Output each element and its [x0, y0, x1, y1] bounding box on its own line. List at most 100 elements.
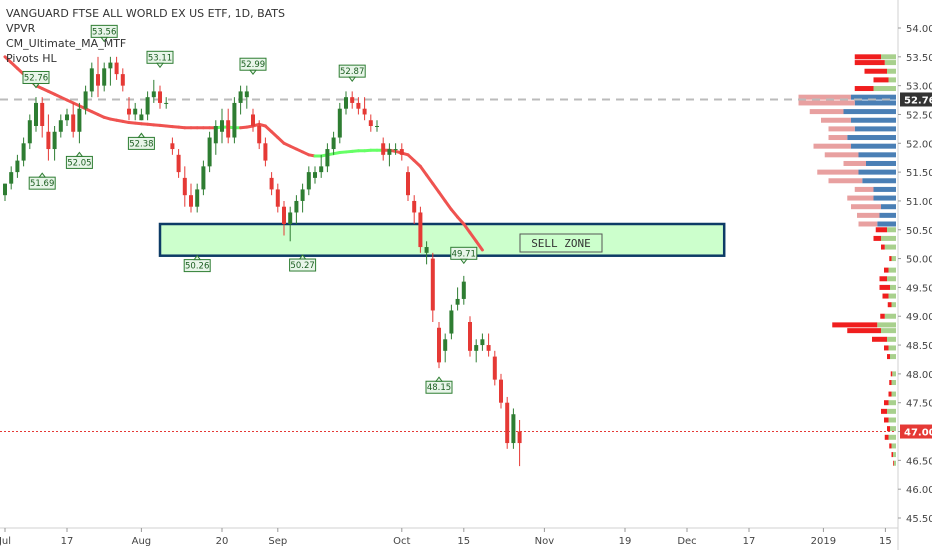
volume-bar-sell — [884, 417, 889, 423]
volume-bar-sell — [887, 302, 892, 308]
volume-bar-buy — [881, 235, 896, 241]
candle-body — [58, 120, 63, 132]
price-tick-label: 49.50 — [906, 283, 932, 294]
sell-zone-box — [158, 222, 726, 257]
volume-bar-sell — [828, 126, 855, 132]
sell-zone-label: SELL ZONE — [531, 237, 591, 250]
price-tick-label: 45.50 — [906, 514, 932, 525]
candle-body — [151, 91, 156, 98]
candle-body — [331, 137, 336, 150]
time-tick-label: Nov — [535, 536, 555, 547]
volume-bar-buy — [891, 302, 896, 308]
indicator-pivots[interactable]: Pivots HL — [6, 52, 57, 65]
pivot-label: 53.11 — [148, 53, 172, 63]
candle-body — [424, 247, 429, 253]
time-tick-label: Oct — [393, 536, 410, 547]
candle-body — [133, 108, 138, 115]
pivot-label-pointer — [137, 132, 146, 138]
pivot-labels: 52.76 51.69 52.05 53.56 52.38 53.11 50.26 52.99… — [22, 24, 478, 394]
volume-profile — [798, 54, 896, 466]
price-lines — [0, 98, 896, 433]
volume-bar-buy — [892, 371, 896, 377]
ma-segment — [437, 190, 447, 203]
pivot-label: 51.69 — [30, 179, 54, 189]
chart-legend: VANGUARD FTSE ALL WORLD EX US ETF, 1D, B… — [6, 6, 285, 66]
candle-body — [77, 108, 82, 132]
candle-body — [337, 108, 342, 138]
candle-body — [189, 195, 193, 207]
candle-body — [282, 206, 286, 224]
volume-bar-buy — [893, 460, 896, 466]
ma-segment — [462, 222, 472, 235]
pivot-label: 53.56 — [92, 27, 116, 37]
volume-bar-buy — [887, 68, 896, 74]
indicator-vpvr[interactable]: VPVR — [6, 22, 36, 35]
candle-body — [511, 414, 516, 444]
pivot-label: 49.71 — [452, 249, 476, 259]
volume-bar-buy — [851, 117, 896, 123]
candle-body — [362, 108, 367, 115]
volume-bar-sell — [889, 380, 892, 386]
sell-zone-label-box — [519, 233, 603, 253]
volume-bar-buy — [858, 152, 896, 158]
time-axis: Jul 17 Aug 20 Sep Oct 15 Nov 19 Dec 17 2019 15 — [0, 527, 898, 547]
current-price-badge-box — [900, 424, 932, 439]
price-tick-label: 49.00 — [906, 312, 932, 323]
pivot-label-pointer — [298, 254, 307, 260]
price-tick-label: 50.50 — [906, 226, 932, 237]
candle-body — [89, 68, 94, 92]
candle-body — [226, 120, 231, 138]
volume-bar-sell — [858, 221, 878, 227]
volume-bar-sell — [882, 293, 889, 299]
volume-bar-buy — [888, 434, 896, 440]
volume-bar-buy — [893, 452, 896, 458]
candle-body — [9, 172, 14, 184]
volume-bar-sell — [854, 60, 885, 66]
time-tick-label: Jul — [0, 536, 11, 547]
volume-bar-sell — [798, 94, 851, 100]
volume-bar-sell — [884, 434, 889, 440]
time-tick-label: 2019 — [811, 536, 836, 547]
volume-bar-buy — [858, 169, 896, 175]
candle-body — [387, 149, 392, 155]
candle-body — [461, 281, 466, 299]
candle-body — [430, 258, 435, 311]
time-tick-label: Aug — [132, 536, 152, 547]
volume-bar-buy — [888, 400, 896, 406]
candle-body — [15, 160, 20, 173]
indicator-ma[interactable]: CM_Ultimate_MA_MTF — [6, 37, 127, 50]
candle-body — [127, 108, 131, 115]
moving-average — [3, 55, 484, 252]
candle-body — [468, 322, 472, 351]
volume-bar-buy — [891, 391, 896, 397]
volume-bar-buy — [843, 109, 896, 115]
pivot-label: 52.38 — [129, 139, 153, 149]
candle-body — [83, 91, 88, 109]
volume-bar-buy — [873, 186, 896, 192]
volume-bar-buy — [881, 54, 896, 60]
pivot-label: 50.27 — [290, 261, 314, 271]
volume-bar-sell — [847, 195, 874, 201]
time-tick-label: 15 — [879, 536, 892, 547]
pivot-label-pointer — [459, 258, 468, 265]
candle-body — [213, 126, 218, 144]
volume-bar-buy — [891, 443, 896, 449]
volume-bar-sell — [864, 68, 887, 74]
candle-body — [195, 189, 200, 207]
candle-body — [269, 177, 274, 190]
pivot-label: 52.76 — [24, 73, 48, 83]
time-tick-label: Dec — [677, 536, 696, 547]
pivot-label-pointer — [38, 172, 47, 178]
candle-body — [474, 345, 479, 351]
candle-body — [220, 120, 224, 132]
price-tick-label: 53.00 — [906, 82, 932, 93]
price-tick-label: 52.50 — [906, 110, 932, 121]
current-price-badge: 47.00 — [904, 428, 932, 439]
volume-bar-sell — [879, 284, 890, 290]
candle-body — [350, 97, 355, 103]
volume-bar-sell — [832, 322, 878, 328]
candle-body — [21, 143, 26, 161]
candle-body — [381, 143, 386, 155]
candle-body — [114, 62, 119, 75]
